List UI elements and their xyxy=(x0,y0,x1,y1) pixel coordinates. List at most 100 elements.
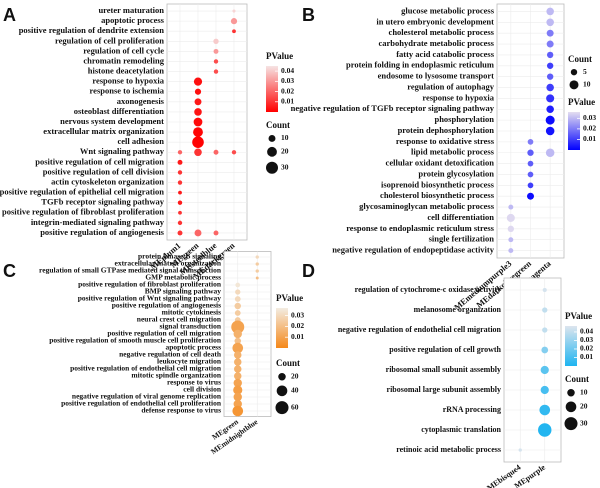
y-tick-label: lipid metabolic process xyxy=(411,147,495,157)
y-tick-label: negative regulation of endothelial cell … xyxy=(338,325,502,334)
y-tick-label: defense response to virus xyxy=(141,406,221,415)
dot xyxy=(231,320,245,334)
size-legend-label: 20 xyxy=(580,402,588,411)
dot xyxy=(546,62,554,69)
dot xyxy=(539,404,551,416)
dot xyxy=(177,159,183,165)
dot xyxy=(234,337,241,345)
color-bar xyxy=(276,308,288,348)
dot xyxy=(194,148,202,157)
dot xyxy=(177,230,183,236)
size-legend-label: 20 xyxy=(291,371,299,380)
y-tick-label: carbohydrate metabolic process xyxy=(378,38,494,48)
y-tick-label: positive regulation of Wnt signaling pat… xyxy=(78,294,222,303)
y-tick-label: extracellular matrix organization xyxy=(43,126,164,136)
dot xyxy=(213,48,219,54)
dot xyxy=(233,392,242,402)
size-legend-title: Count xyxy=(565,374,589,384)
y-tick-label: ribosomal large subunit assembly xyxy=(387,385,501,394)
panel-label: C xyxy=(3,261,16,281)
color-bar-tick-label: 0.03 xyxy=(281,76,294,85)
y-tick-label: response to hypoxia xyxy=(422,92,494,102)
y-tick-label: isoprenoid biosynthetic process xyxy=(381,179,495,189)
y-tick-label: rRNA processing xyxy=(443,405,501,414)
dot xyxy=(546,94,555,103)
color-bar-tick-label: 0.01 xyxy=(291,332,304,341)
y-tick-label: response to ischemia xyxy=(90,86,165,96)
dot xyxy=(194,229,202,237)
y-tick-label: signal transduction xyxy=(160,322,222,331)
y-tick-label: mitotic spindle organization xyxy=(131,371,221,380)
size-legend-dot xyxy=(565,401,577,413)
panel-label: A xyxy=(3,5,16,25)
color-bar xyxy=(568,112,580,150)
dot xyxy=(193,127,203,137)
dot xyxy=(233,358,242,366)
dot xyxy=(546,18,554,27)
size-legend-label: 20 xyxy=(281,147,289,156)
y-tick-label: cytoplasmic translation xyxy=(421,425,501,434)
dot xyxy=(527,139,534,145)
dot xyxy=(233,351,242,359)
y-tick-label: osteoblast differentiation xyxy=(74,106,165,116)
dot xyxy=(213,38,219,44)
dot xyxy=(233,365,242,373)
y-tick-label: cholesterol metabolic process xyxy=(389,27,495,37)
dot xyxy=(255,262,259,266)
dot xyxy=(506,213,515,222)
y-tick-label: negative regulation of viral genome repl… xyxy=(72,392,222,401)
dot xyxy=(507,225,515,233)
y-tick-label: positive regulation of fibroblast prolif… xyxy=(2,207,164,217)
color-bar xyxy=(565,326,577,366)
y-tick-label: mitotic cytokinesis xyxy=(162,308,221,317)
y-tick-label: positive regulation of cell division xyxy=(43,166,164,176)
dot xyxy=(213,149,219,155)
dot xyxy=(231,150,237,155)
color-bar-tick-label: 0.04 xyxy=(281,66,294,75)
dot xyxy=(193,117,203,127)
size-legend-label: 30 xyxy=(281,162,289,171)
size-legend-dot xyxy=(570,69,578,76)
y-tick-label: cellular oxidant detoxification xyxy=(386,158,495,168)
dot xyxy=(541,346,549,354)
y-tick-label: protein dephosphorylation xyxy=(398,125,495,135)
y-tick-label: BMP signaling pathway xyxy=(145,287,222,296)
dot xyxy=(233,399,242,409)
y-tick-label: positive regulation of endothelial cell … xyxy=(70,364,222,373)
panel-label: D xyxy=(302,261,315,281)
y-tick-label: response to oxidative stress xyxy=(396,136,495,146)
dot xyxy=(235,282,241,288)
y-tick-label: protein glycosylation xyxy=(418,168,494,178)
dot xyxy=(234,296,241,302)
dot xyxy=(233,385,243,395)
color-legend-title: PValue xyxy=(276,293,303,303)
dot xyxy=(233,372,242,380)
color-bar-tick-label: 0.04 xyxy=(580,327,593,336)
y-tick-label: extracellular matrix organization xyxy=(114,259,221,268)
size-legend-dot xyxy=(276,385,288,397)
y-tick-label: phosphorylation xyxy=(434,114,494,124)
y-tick-label: glucose metabolic process xyxy=(401,5,495,15)
dot xyxy=(546,105,554,114)
y-tick-label: negative regulation of cell death xyxy=(119,350,222,359)
color-legend-title: PValue xyxy=(568,97,595,107)
y-tick-label: in utero embryonic development xyxy=(376,16,494,26)
color-bar-tick-label: 0.03 xyxy=(291,310,304,319)
y-tick-label: regulation of small GTPase mediated sign… xyxy=(39,266,222,275)
dot xyxy=(527,149,534,156)
y-tick-label: cell differentiation xyxy=(427,212,494,222)
dot xyxy=(194,88,202,95)
dot xyxy=(255,269,259,273)
size-legend-dot xyxy=(268,135,276,142)
dot xyxy=(527,192,534,200)
size-legend-label: 10 xyxy=(583,80,591,89)
dot xyxy=(233,329,242,339)
panel-label: B xyxy=(302,5,315,25)
y-tick-label: positive regulation of dendrite extensio… xyxy=(19,25,165,35)
y-tick-label: positive regulation of epithelial cell m… xyxy=(0,187,164,197)
dot xyxy=(194,108,202,116)
y-tick-label: cell adhesion xyxy=(117,136,164,146)
y-tick-label: protein kinase B signaling xyxy=(138,252,221,261)
y-tick-label: Wnt signaling pathway xyxy=(80,146,165,156)
